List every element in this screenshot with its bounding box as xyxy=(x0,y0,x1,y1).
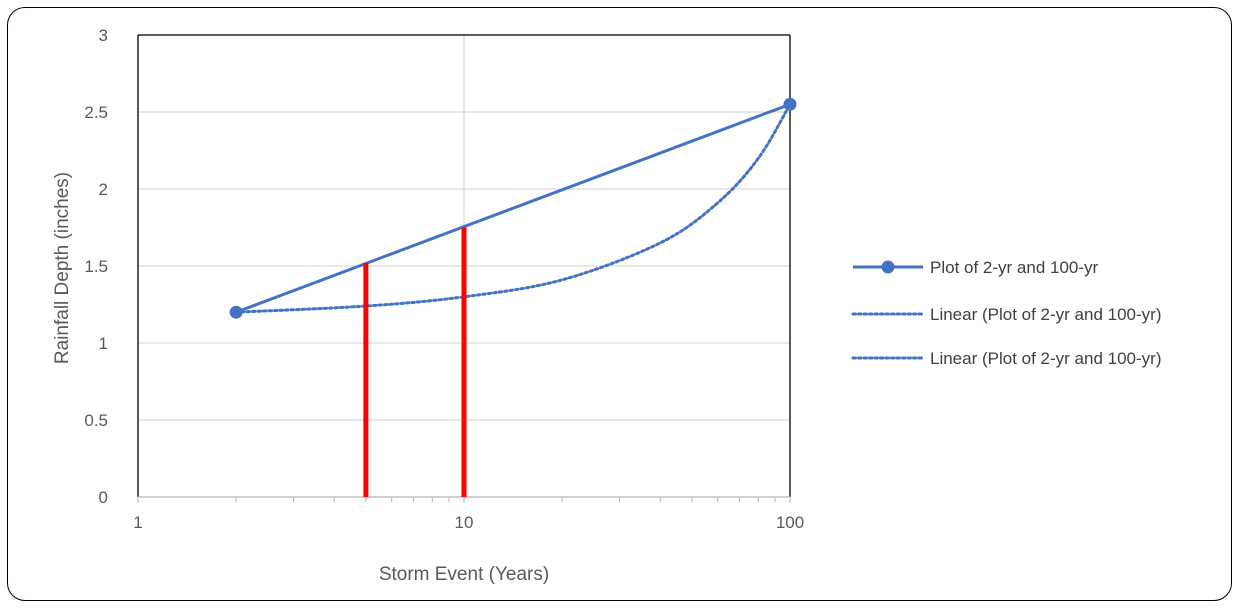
y-tick-label: 0 xyxy=(99,488,108,507)
main-series-line xyxy=(235,102,791,314)
x-axis-title: Storm Event (Years) xyxy=(379,564,549,585)
y-tick-label: 3 xyxy=(99,26,108,45)
legend-label: Linear (Plot of 2-yr and 100-yr) xyxy=(930,349,1162,368)
y-axis-title: Rainfall Depth (inches) xyxy=(52,172,73,364)
vertical-markers xyxy=(363,227,467,497)
axes: 0 0.5 1 1.5 2 2.5 3 1 10 100 xyxy=(84,26,804,532)
y-tick-label: 0.5 xyxy=(84,411,108,430)
legend-swatch-marker xyxy=(881,260,895,274)
x-tick-label: 1 xyxy=(133,513,142,532)
y-tick-label: 2 xyxy=(99,180,108,199)
x-tick-label: 100 xyxy=(776,513,804,532)
legend-label: Plot of 2-yr and 100-yr xyxy=(930,258,1099,277)
legend: Plot of 2-yr and 100-yr Linear (Plot of 2… xyxy=(851,258,1162,368)
y-tick-label: 1 xyxy=(99,334,108,353)
series xyxy=(229,97,797,319)
y-tick-label: 2.5 xyxy=(84,103,108,122)
data-point xyxy=(783,97,797,111)
legend-label: Linear (Plot of 2-yr and 100-yr) xyxy=(930,305,1162,324)
x-tick-label: 10 xyxy=(455,513,474,532)
y-tick-label: 1.5 xyxy=(84,257,108,276)
